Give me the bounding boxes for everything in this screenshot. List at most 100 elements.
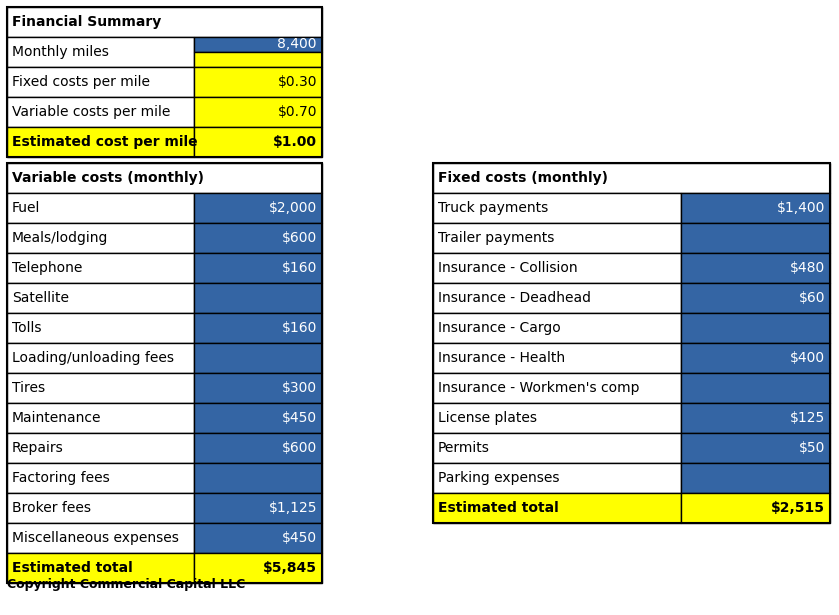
Bar [7, 403, 195, 433]
Text: Insurance - Collision: Insurance - Collision [438, 261, 577, 275]
Bar [7, 163, 322, 193]
Bar [7, 7, 322, 37]
Text: Estimated total: Estimated total [438, 501, 559, 515]
Bar [195, 67, 322, 97]
Bar [195, 127, 322, 157]
Bar [7, 523, 195, 553]
Text: $300: $300 [282, 381, 317, 395]
Text: Insurance - Deadhead: Insurance - Deadhead [438, 291, 591, 305]
Bar [195, 193, 322, 223]
Text: Trailer payments: Trailer payments [438, 231, 555, 245]
Bar [433, 313, 681, 343]
Text: Maintenance: Maintenance [12, 411, 102, 425]
Bar [433, 403, 681, 433]
Bar [433, 493, 681, 523]
Bar [7, 313, 195, 343]
Bar [7, 433, 195, 463]
Bar [7, 37, 195, 67]
Text: $2,000: $2,000 [268, 201, 317, 215]
Bar [7, 67, 195, 97]
Bar [7, 553, 195, 583]
Text: Estimated cost per mile: Estimated cost per mile [12, 135, 198, 149]
Text: Insurance - Workmen's comp: Insurance - Workmen's comp [438, 381, 639, 395]
Bar [7, 127, 195, 157]
Bar [433, 163, 830, 193]
Bar [195, 433, 322, 463]
Text: Variable costs (monthly): Variable costs (monthly) [12, 171, 204, 185]
Bar [681, 193, 830, 223]
Bar [681, 223, 830, 253]
Text: Variable costs per mile: Variable costs per mile [12, 105, 170, 119]
Text: Monthly miles: Monthly miles [12, 45, 109, 59]
Text: $600: $600 [282, 231, 317, 245]
Text: $1.00: $1.00 [273, 135, 317, 149]
Text: Insurance - Health: Insurance - Health [438, 351, 565, 365]
Text: $0.30: $0.30 [278, 75, 317, 89]
Bar [195, 403, 322, 433]
Bar [7, 97, 195, 127]
Text: $125: $125 [789, 411, 825, 425]
Bar [195, 223, 322, 253]
Text: Factoring fees: Factoring fees [12, 471, 110, 485]
Bar [195, 37, 322, 52]
Text: Fuel: Fuel [12, 201, 40, 215]
Text: Satellite: Satellite [12, 291, 69, 305]
Text: $60: $60 [799, 291, 825, 305]
Bar [195, 52, 322, 67]
Text: Tolls: Tolls [12, 321, 41, 335]
Text: Meals/lodging: Meals/lodging [12, 231, 108, 245]
Bar [433, 253, 681, 283]
Bar [7, 463, 195, 493]
Bar [681, 313, 830, 343]
Text: $1,125: $1,125 [268, 501, 317, 515]
Bar [681, 283, 830, 313]
Text: $160: $160 [282, 321, 317, 335]
Bar [195, 553, 322, 583]
Bar [195, 523, 322, 553]
Bar [433, 193, 681, 223]
Text: Estimated total: Estimated total [12, 561, 133, 575]
Text: Truck payments: Truck payments [438, 201, 548, 215]
Text: $0.70: $0.70 [278, 105, 317, 119]
Text: Parking expenses: Parking expenses [438, 471, 560, 485]
Bar [433, 373, 681, 403]
Bar [7, 283, 195, 313]
Bar [7, 223, 195, 253]
Bar [681, 463, 830, 493]
Bar [7, 373, 195, 403]
Bar [433, 283, 681, 313]
Bar [433, 343, 681, 373]
Text: License plates: License plates [438, 411, 537, 425]
Text: $400: $400 [789, 351, 825, 365]
Bar [7, 7, 322, 157]
Bar [195, 343, 322, 373]
Bar [433, 223, 681, 253]
Bar [195, 493, 322, 523]
Bar [681, 253, 830, 283]
Bar [433, 163, 830, 523]
Text: $5,845: $5,845 [263, 561, 317, 575]
Text: $50: $50 [799, 441, 825, 455]
Text: $450: $450 [282, 531, 317, 545]
Bar [195, 253, 322, 283]
Text: Financial Summary: Financial Summary [12, 15, 161, 29]
Bar [195, 97, 322, 127]
Bar [7, 163, 322, 583]
Text: $450: $450 [282, 411, 317, 425]
Text: Permits: Permits [438, 441, 490, 455]
Bar [681, 433, 830, 463]
Text: $480: $480 [789, 261, 825, 275]
Text: $1,400: $1,400 [777, 201, 825, 215]
Text: Copyright Commercial Capital LLC: Copyright Commercial Capital LLC [7, 578, 245, 591]
Text: Telephone: Telephone [12, 261, 82, 275]
Bar [681, 403, 830, 433]
Text: Tires: Tires [12, 381, 45, 395]
Bar [195, 463, 322, 493]
Text: Broker fees: Broker fees [12, 501, 91, 515]
Text: Fixed costs (monthly): Fixed costs (monthly) [438, 171, 608, 185]
Bar [433, 463, 681, 493]
Bar [7, 493, 195, 523]
Bar [681, 493, 830, 523]
Bar [681, 343, 830, 373]
Bar [195, 283, 322, 313]
